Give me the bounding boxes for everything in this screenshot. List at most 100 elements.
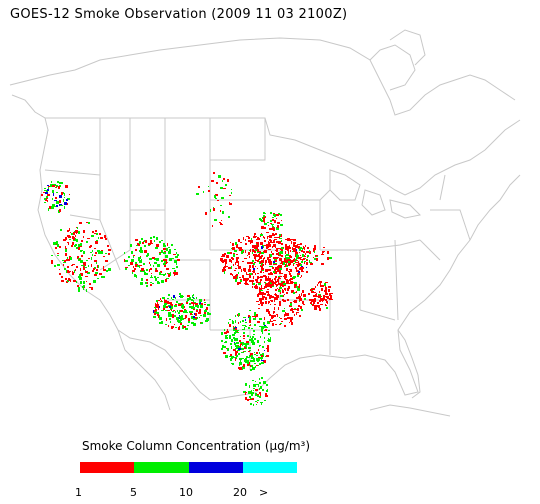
smoke-pixel [248,240,250,242]
smoke-pixel [248,357,250,358]
smoke-pixel [176,301,178,303]
smoke-pixel [193,303,196,304]
smoke-pixel [297,244,300,245]
smoke-pixel [158,308,159,310]
smoke-pixel [155,309,157,311]
smoke-pixel [303,251,305,252]
smoke-pixel [286,292,288,294]
smoke-pixel [93,268,95,270]
smoke-pixel [245,392,247,393]
smoke-pixel [265,262,266,265]
smoke-pixel [309,299,311,301]
smoke-pixel [252,271,254,272]
smoke-pixel [301,309,303,311]
smoke-pixel [283,295,284,297]
smoke-pixel [316,293,317,294]
smoke-pixel [196,297,197,299]
smoke-pixel [296,297,299,299]
smoke-pixel [200,305,203,308]
smoke-pixel [245,319,246,321]
smoke-pixel [321,254,324,255]
smoke-pixel [188,321,190,323]
smoke-pixel [47,189,49,191]
smoke-pixel [191,316,193,318]
smoke-pixel [291,270,292,272]
smoke-pixel [260,281,261,284]
smoke-pixel [324,283,326,286]
smoke-pixel [285,244,286,247]
smoke-pixel [254,352,255,353]
smoke-pixel [240,321,241,323]
smoke-pixel [249,256,250,258]
smoke-pixel [107,245,109,247]
smoke-pixel [314,251,315,253]
smoke-pixel [250,403,252,405]
smoke-pixel [303,267,304,269]
smoke-pixel [44,202,46,203]
smoke-pixel [264,257,265,259]
smoke-pixel [280,243,283,244]
smoke-pixel [250,398,252,399]
smoke-pixel [303,246,304,249]
smoke-pixel [272,246,273,248]
smoke-pixel [208,190,210,192]
smoke-pixel [275,267,278,270]
smoke-pixel [318,282,319,284]
smoke-pixel [234,338,236,340]
smoke-pixel [54,206,56,207]
smoke-pixel [278,266,281,268]
smoke-pixel [268,241,269,242]
smoke-pixel [285,239,287,240]
smoke-pixel [149,258,152,260]
smoke-pixel [279,222,280,224]
smoke-pixel [289,273,291,275]
smoke-pixel [266,327,268,328]
smoke-pixel [191,302,194,304]
smoke-pixel [321,298,322,300]
smoke-pixel [272,217,274,218]
smoke-pixel [264,237,265,239]
smoke-pixel [167,298,169,299]
smoke-pixel [246,278,249,280]
smoke-pixel [177,254,179,256]
smoke-pixel [291,290,294,293]
smoke-pixel [94,248,96,249]
smoke-pixel [266,291,269,293]
smoke-pixel [184,310,187,312]
smoke-pixel [281,220,282,221]
smoke-pixel [272,227,274,228]
smoke-pixel [299,298,302,301]
smoke-pixel [260,271,262,273]
smoke-pixel [260,402,263,403]
smoke-pixel [256,358,259,361]
smoke-pixel [260,236,261,237]
smoke-pixel [313,299,316,302]
smoke-pixel [295,309,297,310]
smoke-pixel [193,298,195,299]
map-title: GOES-12 Smoke Observation (2009 11 03 21… [10,7,348,22]
smoke-pixel [182,306,184,309]
smoke-pixel [71,265,73,266]
smoke-pixel [228,216,230,218]
smoke-pixel [250,353,253,356]
smoke-pixel [146,255,148,257]
smoke-pixel [281,244,283,245]
smoke-pixel [274,220,276,223]
gulf-coast [209,174,521,401]
smoke-pixel [171,326,173,329]
smoke-pixel [290,317,292,319]
smoke-pixel [151,275,152,277]
smoke-pixel [313,248,316,250]
smoke-pixel [307,255,309,257]
smoke-pixel [161,321,163,324]
smoke-pixel [249,250,250,251]
smoke-pixel [278,241,280,243]
smoke-pixel [80,260,83,263]
smoke-pixel [196,193,199,195]
smoke-pixel [108,253,110,255]
smoke-pixel [231,266,232,269]
smoke-pixel [261,402,262,405]
smoke-pixel [303,258,305,260]
smoke-pixel [237,330,239,331]
smoke-pixel [265,270,267,272]
